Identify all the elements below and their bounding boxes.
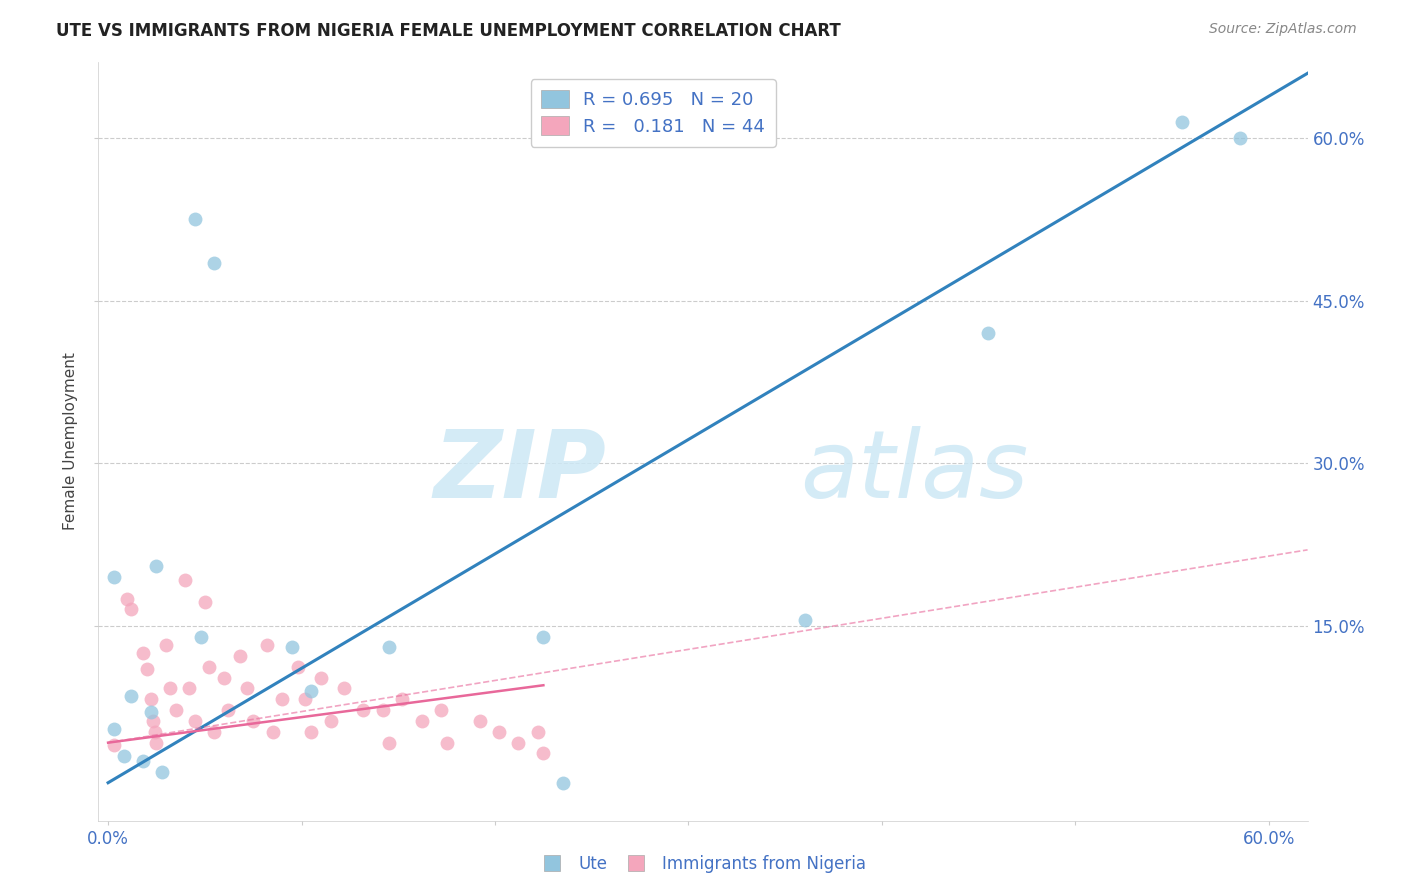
Point [508, 736, 530, 750]
Point [117, 591, 139, 606]
Point [143, 724, 166, 739]
Point [228, 648, 250, 663]
Point [262, 724, 284, 739]
Point [184, 212, 207, 227]
Point [204, 724, 226, 739]
Point [139, 706, 162, 720]
Point [551, 776, 574, 790]
Point [120, 689, 142, 703]
Legend: Ute, Immigrants from Nigeria: Ute, Immigrants from Nigeria [533, 848, 873, 880]
Point [468, 714, 491, 728]
Point [430, 703, 453, 717]
Point [103, 722, 125, 736]
Point [145, 559, 167, 574]
Point [217, 703, 239, 717]
Point [135, 662, 157, 676]
Point [271, 692, 294, 706]
Point [299, 683, 322, 698]
Point [194, 595, 217, 609]
Text: UTE VS IMMIGRANTS FROM NIGERIA FEMALE UNEMPLOYMENT CORRELATION CHART: UTE VS IMMIGRANTS FROM NIGERIA FEMALE UN… [56, 22, 841, 40]
Point [319, 714, 342, 728]
Text: Source: ZipAtlas.com: Source: ZipAtlas.com [1209, 22, 1357, 37]
Point [411, 714, 433, 728]
Point [531, 630, 554, 644]
Point [132, 646, 155, 660]
Point [353, 703, 375, 717]
Point [526, 724, 548, 739]
Point [190, 630, 212, 644]
Y-axis label: Female Unemployment: Female Unemployment [63, 352, 79, 531]
Point [174, 573, 197, 587]
Point [242, 714, 264, 728]
Point [103, 738, 125, 752]
Point [179, 681, 201, 696]
Point [165, 703, 187, 717]
Point [204, 256, 226, 270]
Text: atlas: atlas [800, 426, 1028, 517]
Point [236, 681, 259, 696]
Point [197, 660, 219, 674]
Point [436, 736, 458, 750]
Point [120, 602, 142, 616]
Point [184, 714, 207, 728]
Point [371, 703, 394, 717]
Point [150, 764, 173, 779]
Point [112, 748, 135, 763]
Point [142, 714, 165, 728]
Legend: R = 0.695   N = 20, R =   0.181   N = 44: R = 0.695 N = 20, R = 0.181 N = 44 [530, 79, 776, 146]
Point [256, 638, 278, 652]
Point [103, 570, 125, 584]
Point [488, 724, 510, 739]
Point [391, 692, 413, 706]
Point [212, 671, 235, 685]
Point [281, 640, 304, 655]
Point [159, 681, 181, 696]
Point [139, 692, 162, 706]
Point [145, 736, 167, 750]
Point [977, 326, 1000, 341]
Point [377, 736, 399, 750]
Text: ZIP: ZIP [433, 425, 606, 518]
Point [287, 660, 309, 674]
Point [155, 638, 177, 652]
Point [531, 747, 554, 761]
Point [333, 681, 356, 696]
Point [1171, 115, 1194, 129]
Point [132, 754, 155, 768]
Point [377, 640, 399, 655]
Point [793, 613, 815, 627]
Point [309, 671, 332, 685]
Point [294, 692, 316, 706]
Point [1229, 131, 1251, 145]
Point [299, 724, 322, 739]
